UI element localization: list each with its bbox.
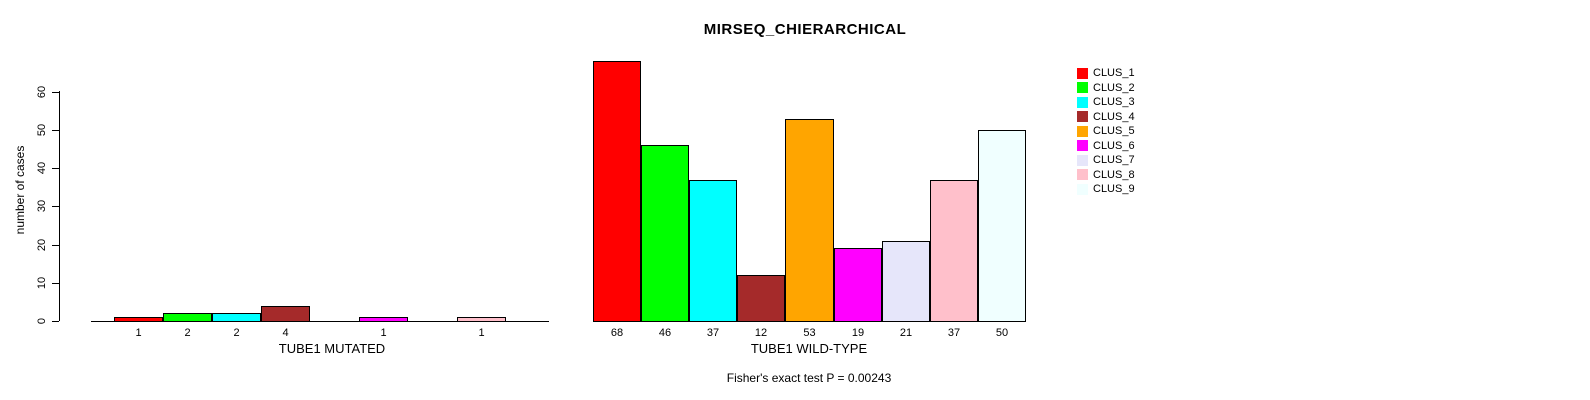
legend-item: CLUS_8 [1077,168,1135,183]
bar-value-label: 1 [135,327,142,339]
legend-swatch-icon [1077,169,1088,181]
y-tick [52,91,59,93]
bar-clus_8-mutated [457,317,506,322]
bar-clus_1-wildtype [593,61,641,322]
legend-swatch-icon [1077,183,1088,195]
legend-swatch-icon [1077,154,1088,166]
bar-value-label: 12 [754,327,768,339]
y-tick-label: 50 [36,123,48,137]
bar-clus_8-wildtype [930,180,978,322]
legend-item: CLUS_6 [1077,139,1135,154]
legend-label: CLUS_3 [1093,96,1135,109]
legend-item: CLUS_9 [1077,182,1135,197]
legend: CLUS_1 CLUS_2 CLUS_3 CLUS_4 CLUS_5 CLUS_6 CLUS… [1077,66,1135,197]
bar-clus_2-wildtype [641,145,689,322]
legend-label: CLUS_7 [1093,154,1135,167]
y-axis-label: number of cases [13,145,27,235]
bar-value-label: 1 [478,327,485,339]
legend-label: CLUS_2 [1093,81,1135,94]
bar-value-label: 2 [233,327,240,339]
bar-clus_6-mutated [359,317,408,322]
y-tick-label: 40 [36,162,48,175]
legend-label: CLUS_1 [1093,67,1135,80]
y-tick-label: 0 [36,317,48,325]
y-axis-line [59,91,60,321]
legend-swatch-icon [1077,140,1088,152]
y-tick [52,130,59,131]
bar-clus_2-mutated [163,313,212,322]
bar-value-label: 1 [380,327,387,339]
bar-value-label: 37 [947,327,961,339]
bar-value-label: 2 [184,327,191,339]
legend-label: CLUS_9 [1093,183,1135,196]
legend-label: CLUS_8 [1093,168,1135,181]
y-tick [52,244,59,246]
legend-swatch-icon [1077,125,1088,137]
x-axis-title-wildtype: TUBE1 WILD-TYPE [750,341,868,356]
legend-item: CLUS_3 [1077,95,1135,110]
bar-value-label: 68 [610,327,624,339]
legend-label: CLUS_6 [1093,139,1135,152]
bar-value-label: 46 [658,327,672,339]
bar-value-label: 50 [995,327,1009,339]
bar-clus_3-mutated [212,313,261,322]
bar-clus_7-wildtype [882,241,930,322]
legend-swatch-icon [1077,82,1088,94]
x-axis-title-mutated: TUBE1 MUTATED [278,341,386,356]
y-tick-label: 20 [36,238,48,251]
legend-item: CLUS_2 [1077,81,1135,96]
bar-clus_4-wildtype [737,275,785,322]
legend-swatch-icon [1077,67,1088,79]
bar-clus_6-wildtype [834,248,882,322]
y-tick [52,282,59,284]
y-tick-label: 60 [36,85,48,98]
y-tick [52,206,59,208]
y-tick [52,168,59,170]
y-tick [52,321,59,322]
bar-clus_9-wildtype [978,130,1026,322]
legend-item: CLUS_4 [1077,110,1135,125]
bar-clus_4-mutated [261,306,310,322]
bar-clus_5-wildtype [785,119,834,322]
legend-swatch-icon [1077,96,1088,108]
bar-value-label: 21 [899,327,913,339]
chart-title: MIRSEQ_CHIERARCHICAL [703,21,907,38]
y-tick-label: 10 [36,276,48,289]
y-tick-label: 30 [36,200,48,213]
legend-label: CLUS_4 [1093,110,1135,123]
legend-item: CLUS_1 [1077,66,1135,81]
x-axis-line-mutated [91,321,549,322]
legend-swatch-icon [1077,111,1088,123]
legend-item: CLUS_5 [1077,124,1135,139]
bar-value-label: 4 [282,327,289,339]
bar-value-label: 19 [851,327,865,339]
fisher-test-footnote: Fisher's exact test P = 0.00243 [726,371,892,385]
bar-clus_3-wildtype [689,180,737,322]
bar-clus_1-mutated [114,317,163,322]
bar-value-label: 53 [803,327,816,339]
legend-label: CLUS_5 [1093,125,1135,138]
legend-item: CLUS_7 [1077,153,1135,168]
bar-value-label: 37 [706,327,720,339]
